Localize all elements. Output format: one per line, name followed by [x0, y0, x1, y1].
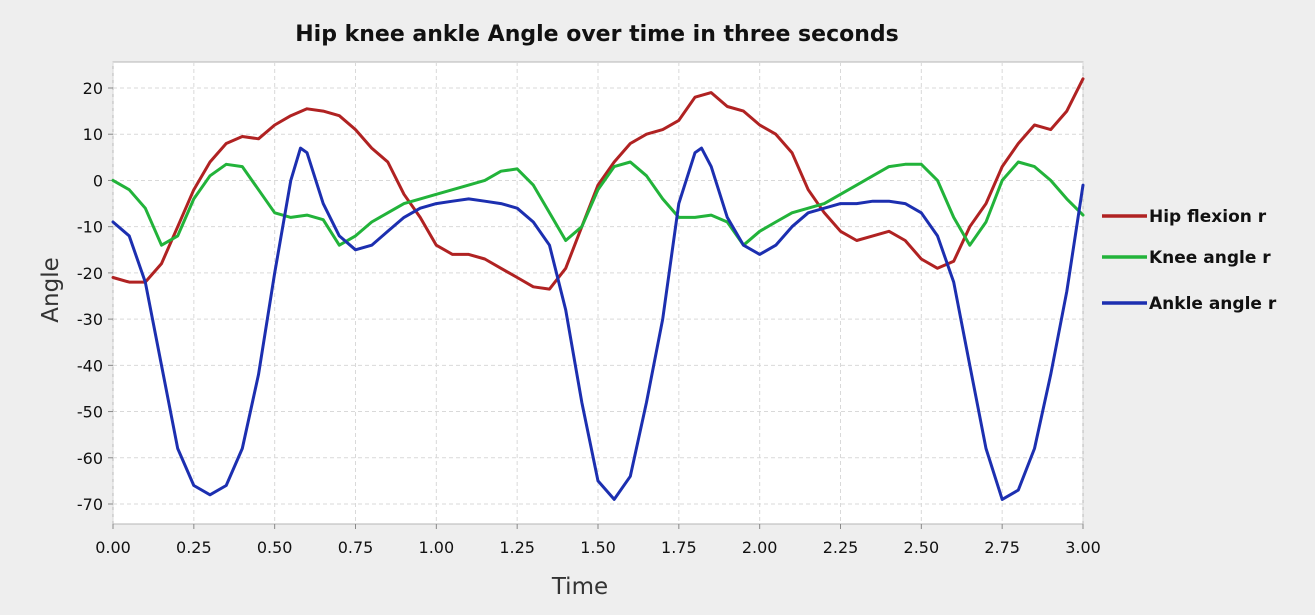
y-tick-label: -50 — [77, 403, 103, 422]
series-line-ankle-angle-r — [111, 146, 1085, 501]
x-tick-label: 2.00 — [742, 538, 778, 557]
series-line-hip-flexion-r — [111, 77, 1085, 291]
x-tick-label: 0.25 — [176, 538, 212, 557]
x-tick-label: 2.25 — [823, 538, 859, 557]
x-tick-label: 3.00 — [1065, 538, 1101, 557]
y-tick-label: -30 — [77, 310, 103, 329]
legend: Hip flexion r Knee angle r Ankle angle r — [1102, 207, 1277, 314]
series-lines — [111, 77, 1085, 501]
x-tick-label: 1.50 — [580, 538, 616, 557]
grid-lines — [112, 62, 1084, 524]
chart-title: Hip knee ankle Angle over time in three … — [295, 22, 899, 47]
y-tick-label: 10 — [83, 125, 103, 144]
x-tick-label: 0.50 — [257, 538, 293, 557]
x-axis-title: Time — [551, 574, 608, 600]
legend-label-ankle-angle-r: Ankle angle r — [1149, 294, 1277, 314]
x-tick-label: 0.00 — [95, 538, 131, 557]
x-tick-label: 1.00 — [419, 538, 455, 557]
legend-label-knee-angle-r: Knee angle r — [1149, 248, 1271, 268]
x-tick-label: 1.25 — [499, 538, 535, 557]
series-line-knee-angle-r — [111, 160, 1085, 247]
y-tick-label: -60 — [77, 449, 103, 468]
axes: 0.00 0.25 0.50 0.75 1.00 1.25 1.50 1.75 2.00 2.25… — [77, 79, 1101, 557]
y-tick-label: -20 — [77, 264, 103, 283]
y-tick-label: -70 — [77, 495, 103, 514]
y-tick-label: -10 — [77, 218, 103, 237]
x-tick-label: 2.50 — [904, 538, 940, 557]
y-tick-label: -40 — [77, 356, 103, 375]
y-axis-title: Angle — [38, 257, 64, 322]
y-tick-label: 20 — [83, 79, 103, 98]
x-tick-label: 2.75 — [984, 538, 1020, 557]
x-tick-label: 0.75 — [338, 538, 374, 557]
y-tick-label: 0 — [93, 171, 103, 190]
x-tick-label: 1.75 — [661, 538, 697, 557]
legend-label-hip-flexion-r: Hip flexion r — [1149, 207, 1267, 227]
